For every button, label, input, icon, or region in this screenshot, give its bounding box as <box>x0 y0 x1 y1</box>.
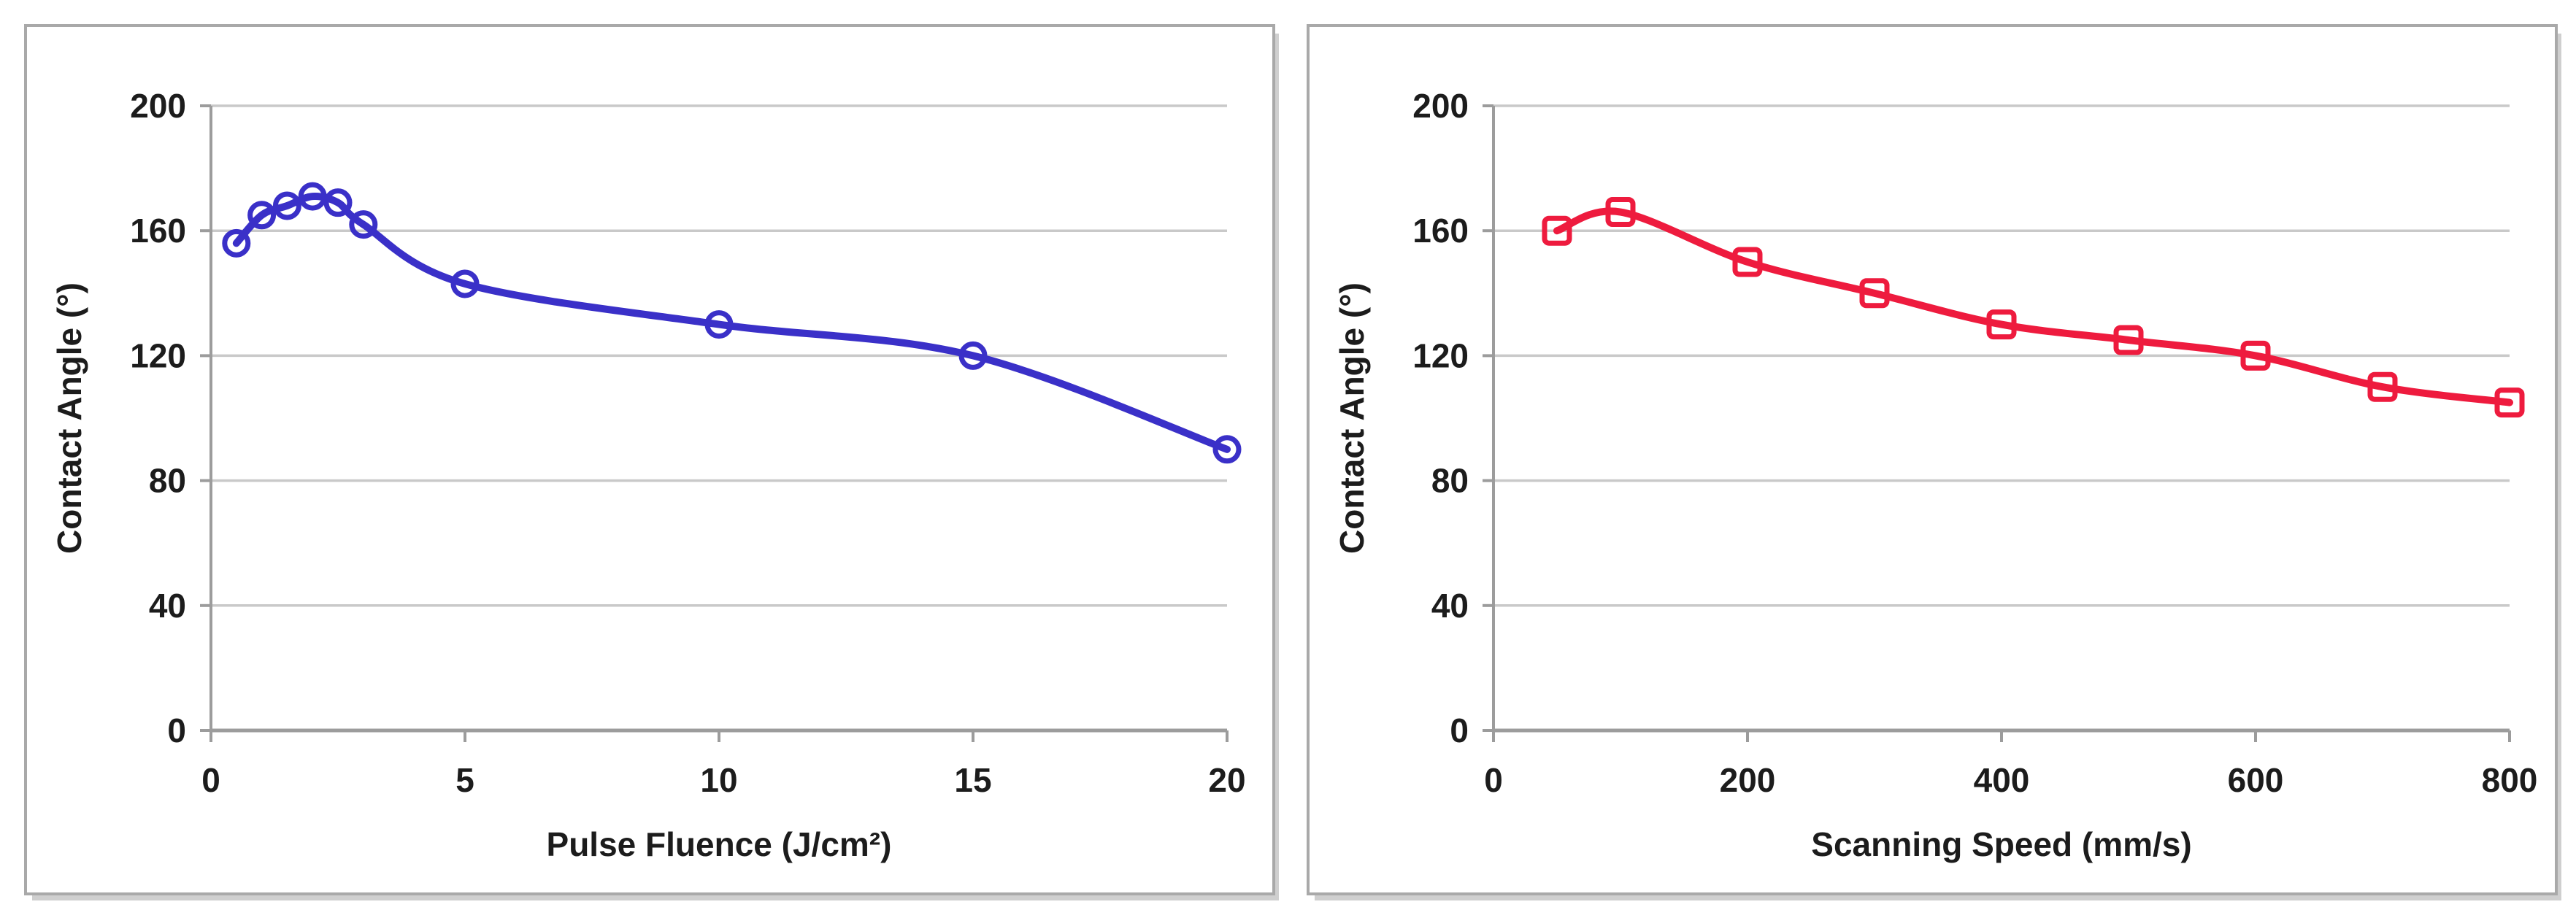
data-point-marker <box>1732 247 1763 277</box>
x-tick-label: 0 <box>201 761 220 799</box>
data-point-marker <box>704 310 734 339</box>
pulse-fluence-chart-panel: 0 40 80 120 160 200 0 5 10 15 20 Pulse Fluence (J/c… <box>24 24 1275 895</box>
x-tick-label: 0 <box>1484 761 1503 799</box>
series-line <box>232 193 1231 453</box>
x-tick-label: 20 <box>1208 761 1245 799</box>
data-point-marker <box>1605 197 1636 228</box>
x-tick-label: 400 <box>1974 761 2030 799</box>
y-tick-label: 120 <box>1412 336 1469 374</box>
y-tick-label: 160 <box>1412 212 1469 250</box>
data-point-marker <box>1986 309 2017 340</box>
y-axis-title: Contact Angle (°) <box>50 282 88 554</box>
x-tick-label: 5 <box>455 761 474 799</box>
y-tick-label: 0 <box>167 711 186 749</box>
data-point-marker <box>1542 215 1572 246</box>
y-tick-label: 40 <box>149 587 186 625</box>
data-point-marker <box>349 210 378 239</box>
x-tick-label: 10 <box>700 761 737 799</box>
x-tick-label: 15 <box>954 761 991 799</box>
scanning-speed-chart-panel: 0 40 80 120 160 200 0 200 400 600 800 Scanning Spee… <box>1307 24 2558 895</box>
y-axis-title: Contact Angle (°) <box>1333 282 1371 554</box>
data-point-marker <box>323 188 353 217</box>
data-point-marker <box>247 201 277 230</box>
y-tick-label: 200 <box>1412 87 1469 125</box>
data-point-marker <box>2494 387 2525 418</box>
data-point-marker <box>2113 325 2144 355</box>
data-point-marker <box>1212 435 1242 464</box>
data-point-marker <box>2240 340 2271 371</box>
series-line <box>1553 207 2513 406</box>
x-tick-label: 200 <box>1720 761 1776 799</box>
y-tick-label: 80 <box>149 462 186 500</box>
y-tick-label: 0 <box>1450 711 1469 749</box>
data-point-marker <box>1859 278 1890 309</box>
y-tick-label: 120 <box>130 336 186 374</box>
y-tick-label: 40 <box>1431 587 1469 625</box>
y-tick-label: 80 <box>1431 462 1469 500</box>
x-axis-title: Pulse Fluence (J/cm²) <box>547 825 892 863</box>
data-point-marker <box>450 269 480 298</box>
pulse-fluence-chart: 0 40 80 120 160 200 0 5 10 15 20 Pulse Fluence (J/c… <box>50 87 1246 863</box>
y-tick-label: 160 <box>130 212 186 250</box>
data-point-marker <box>2367 371 2398 402</box>
x-tick-label: 600 <box>2228 761 2284 799</box>
x-axis-title: Scanning Speed (mm/s) <box>1811 825 2191 863</box>
y-tick-label: 200 <box>130 87 186 125</box>
data-point-marker <box>958 341 988 370</box>
scanning-speed-chart: 0 40 80 120 160 200 0 200 400 600 800 Scanning Spee… <box>1333 87 2538 863</box>
data-point-marker <box>298 182 327 211</box>
x-tick-label: 800 <box>2482 761 2538 799</box>
data-point-marker <box>272 191 301 220</box>
data-point-marker <box>222 228 251 258</box>
